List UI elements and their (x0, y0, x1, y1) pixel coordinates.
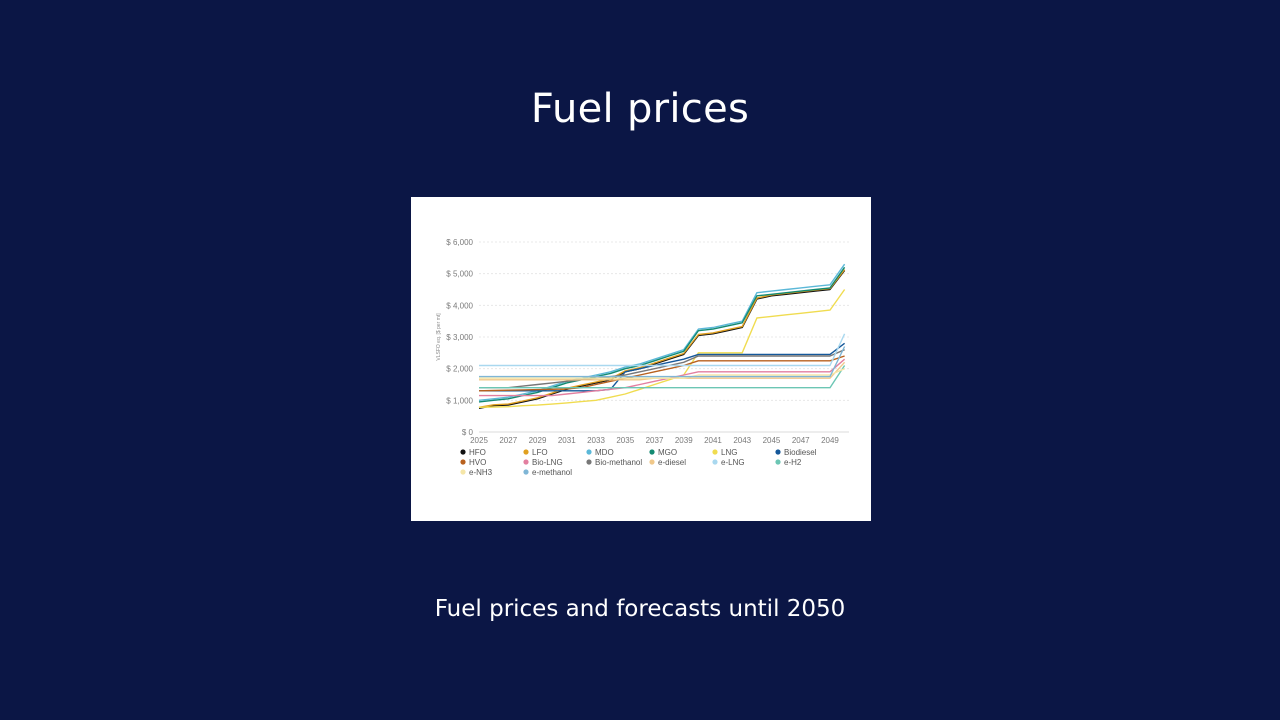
legend-marker-e-lng (712, 459, 718, 465)
x-tick-label: 2037 (646, 436, 664, 445)
legend-label-lng: LNG (721, 448, 737, 457)
y-tick-label: $ 4,000 (446, 301, 473, 310)
legend-marker-mdo (586, 449, 592, 455)
series-line-mgo (478, 266, 846, 403)
y-tick-label: $ 6,000 (446, 238, 473, 247)
x-tick-label: 2031 (558, 436, 576, 445)
x-tick-label: 2045 (763, 436, 781, 445)
series-line-hfo (478, 270, 846, 409)
slide-caption: Fuel prices and forecasts until 2050 (434, 596, 846, 622)
fuel-price-chart: $ 0 $ 1,000 $ 2,000 $ 3,000 $ 4,000 $ 5,000 $ … (411, 197, 871, 521)
x-tick-label: 2047 (792, 436, 810, 445)
x-tick-label: 2043 (733, 436, 751, 445)
series-line-e-lng (479, 333, 846, 367)
series-line-biodiesel (479, 342, 846, 392)
legend-marker-mgo (649, 449, 655, 455)
x-tick-label: 2039 (675, 436, 693, 445)
y-axis-label: VLSFO eq. [$ per mt] (436, 313, 442, 361)
legend-label-e-methanol: e-methanol (532, 468, 572, 477)
legend-label-bio-methanol: Bio-methanol (595, 458, 642, 467)
series-line-bio-methanol (479, 349, 845, 389)
series-line-e-methanol (479, 346, 846, 378)
legend-label-lfo: LFO (532, 448, 548, 457)
y-tick-label: $ 0 (462, 428, 474, 437)
x-tick-label: 2033 (587, 436, 605, 445)
legend-marker-e-nh3 (460, 469, 466, 475)
legend-marker-e-h2 (775, 459, 781, 465)
x-tick-label: 2035 (616, 436, 634, 445)
legend-marker-biodiesel (775, 449, 781, 455)
x-tick-label: 2025 (470, 436, 488, 445)
y-tick-label: $ 1,000 (446, 396, 473, 405)
y-tick-label: $ 5,000 (446, 270, 473, 279)
series-line-e-nh3 (479, 368, 845, 379)
line-chart: $ 0 $ 1,000 $ 2,000 $ 3,000 $ 4,000 $ 5,000 $ … (436, 238, 849, 477)
series-line-lfo (478, 269, 846, 408)
legend-marker-hvo (460, 459, 466, 465)
x-tick-label: 2041 (704, 436, 722, 445)
legend-marker-lfo (523, 449, 529, 455)
series-line-e-h2 (479, 365, 846, 389)
legend-marker-bio-methanol (586, 459, 592, 465)
legend-label-e-diesel: e-diesel (658, 458, 686, 467)
legend-label-mdo: MDO (595, 448, 614, 457)
legend-marker-hfo (460, 449, 466, 455)
legend-label-hvo: HVO (469, 458, 486, 467)
legend-marker-bio-lng (523, 459, 529, 465)
y-tick-label: $ 3,000 (446, 333, 473, 342)
legend-label-e-nh3: e-NH3 (469, 468, 493, 477)
legend-label-mgo: MGO (658, 448, 677, 457)
legend-label-biodiesel: Biodiesel (784, 448, 817, 457)
legend-label-e-lng: e-LNG (721, 458, 745, 467)
legend-marker-e-diesel (649, 459, 655, 465)
legend-label-hfo: HFO (469, 448, 486, 457)
x-tick-label: 2029 (529, 436, 547, 445)
legend-marker-lng (712, 449, 718, 455)
legend-label-bio-lng: Bio-LNG (532, 458, 563, 467)
series-line-lng (478, 289, 846, 408)
x-tick-label: 2049 (821, 436, 839, 445)
series-line-hvo (478, 355, 845, 392)
y-tick-label: $ 2,000 (446, 365, 473, 374)
legend-marker-e-methanol (523, 469, 529, 475)
x-tick-label: 2027 (499, 436, 517, 445)
slide-title: Fuel prices (530, 86, 750, 132)
series-line-bio-lng (479, 358, 846, 397)
legend-label-e-h2: e-H2 (784, 458, 802, 467)
